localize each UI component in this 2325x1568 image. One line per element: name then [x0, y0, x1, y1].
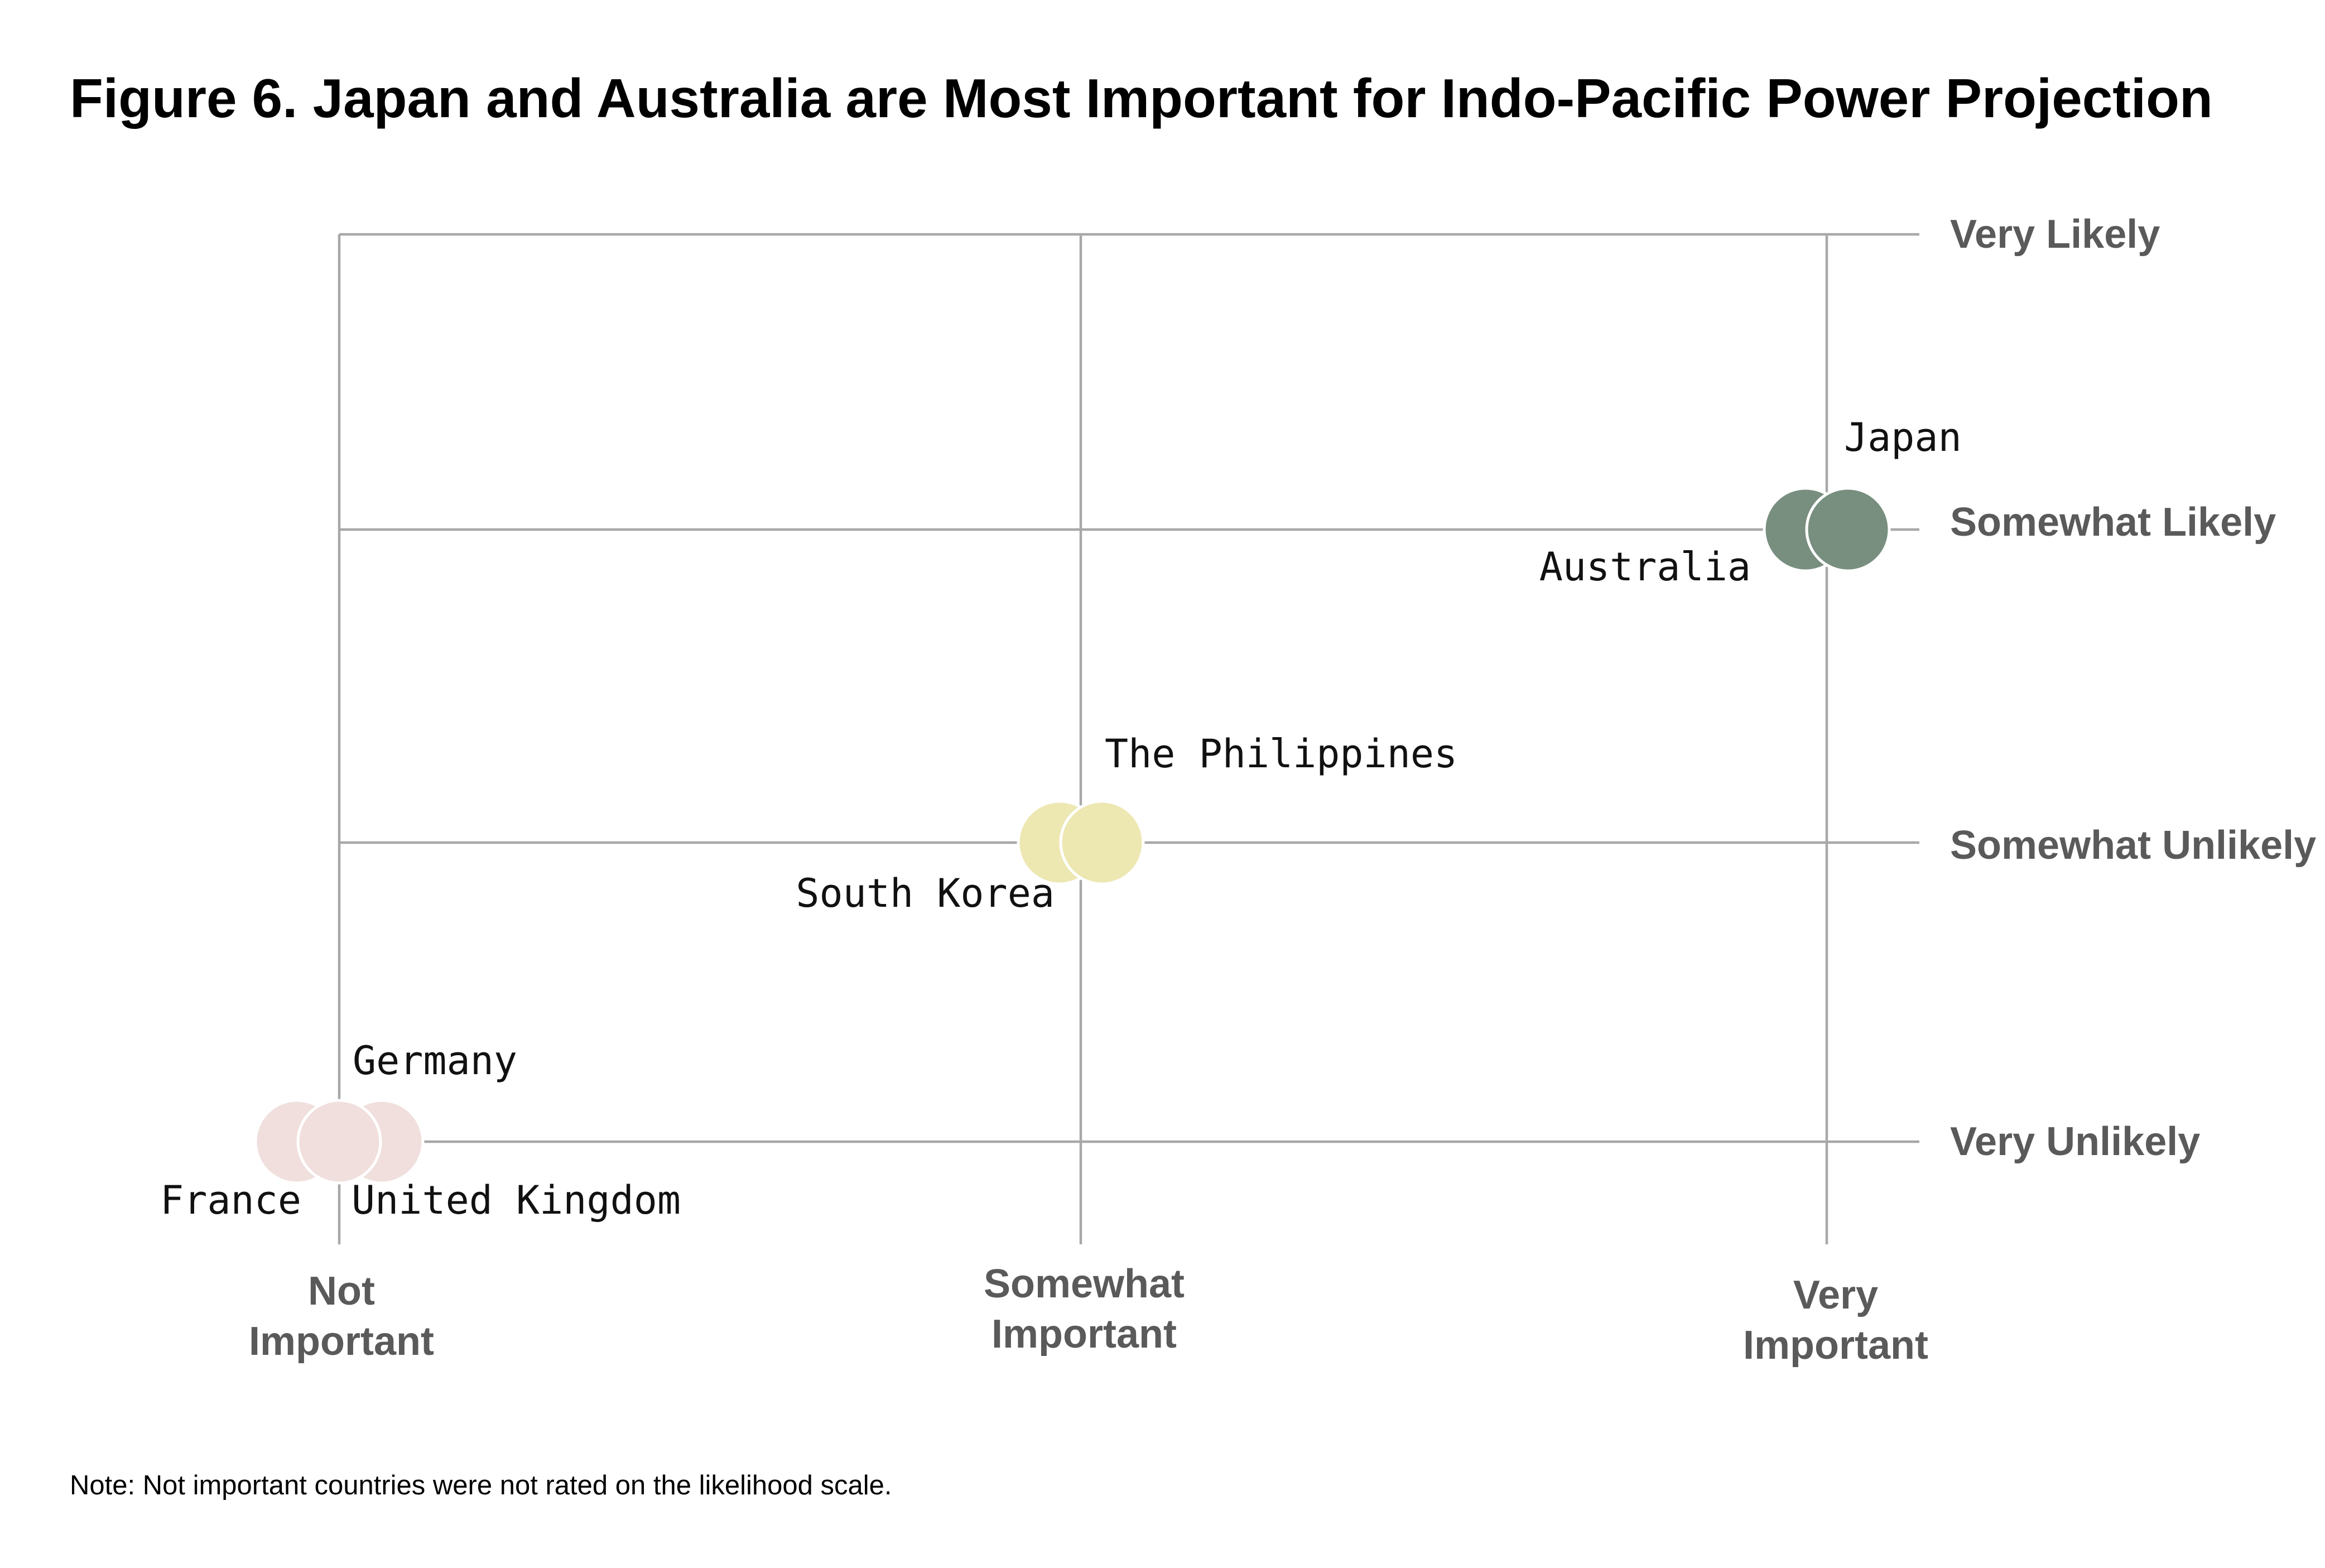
y-tick-label: Somewhat Likely	[1950, 500, 2276, 545]
point-label-south-korea: South Korea	[796, 870, 1055, 916]
x-axis-labels: Not Important Somewhat Important Very Importa…	[249, 1262, 1928, 1368]
chart-note: Note: Not important countries were not r…	[70, 1470, 892, 1500]
y-tick-label: Very Likely	[1950, 212, 2160, 257]
point-label-united-kingdom: United Kingdom	[352, 1177, 681, 1223]
chart-title: Figure 6. Japan and Australia are Most I…	[70, 68, 2213, 129]
point-labels: France United Kingdom Germany South Korea Th…	[160, 415, 1962, 1223]
x-tick-label: Very Important	[1743, 1273, 1928, 1368]
point-label-france: France	[160, 1177, 301, 1223]
point-the-philippines	[1059, 800, 1145, 886]
y-axis-labels: Very Unlikely Somewhat Unlikely Somewhat L…	[1950, 212, 2316, 1164]
point-label-the-philippines: The Philippines	[1105, 731, 1457, 777]
point-japan	[1805, 487, 1891, 573]
y-tick-label: Somewhat Unlikely	[1950, 823, 2316, 868]
x-tick-label: Not Important	[249, 1269, 434, 1364]
y-tick-label: Very Unlikely	[1950, 1119, 2200, 1164]
data-points	[254, 487, 1891, 1185]
point-label-germany: Germany	[353, 1038, 517, 1084]
point-label-australia: Australia	[1539, 544, 1751, 590]
point-label-japan: Japan	[1844, 415, 1962, 460]
point-germany	[296, 1099, 382, 1185]
x-tick-label: Somewhat Important	[984, 1262, 1185, 1357]
